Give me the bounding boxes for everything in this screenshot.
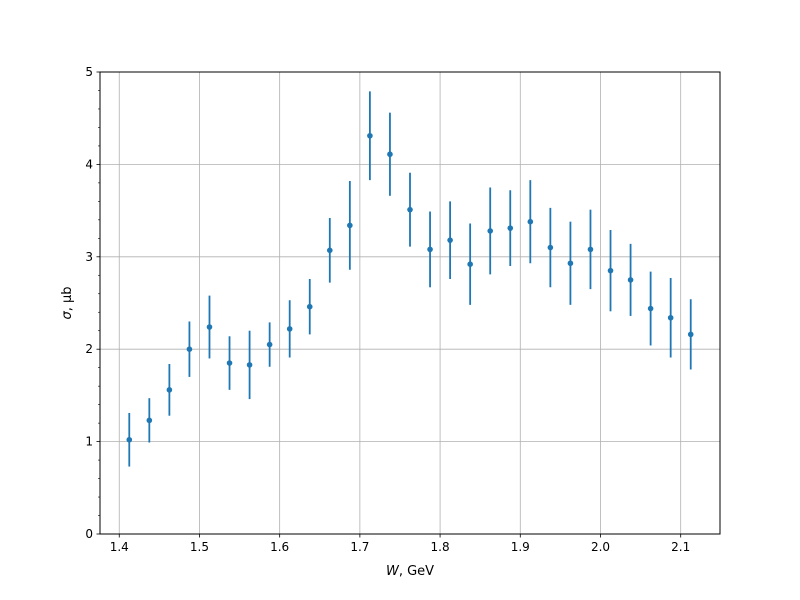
data-point: [587, 246, 594, 253]
data-point: [286, 326, 293, 332]
data-point: [146, 417, 153, 424]
x-tick-label: 1.6: [270, 540, 289, 554]
data-point: [607, 267, 614, 274]
data-point: [687, 331, 694, 338]
data-point: [487, 228, 494, 234]
axes: 1.4 1.5 1.6 1.7 1.8 1.9 2.0 2.1 0 1 2 3 4 5: [85, 65, 690, 554]
data-point: [226, 360, 233, 366]
data-point: [246, 362, 253, 368]
x-tick-label: 1.5: [190, 540, 209, 554]
data-point: [367, 132, 373, 139]
data-point: [507, 225, 514, 231]
data-point: [306, 303, 313, 310]
data-point: [547, 244, 554, 251]
data-point: [347, 222, 353, 229]
x-tick-label: 1.4: [110, 540, 129, 554]
data-point: [326, 247, 333, 254]
data-point: [527, 218, 534, 225]
y-tick-label: 3: [85, 250, 93, 264]
data-series: [126, 91, 694, 467]
plot-frame: [99, 71, 721, 535]
data-point: [206, 324, 213, 330]
y-axis-label: σ, μb: [60, 286, 75, 319]
x-tick-label: 1.9: [511, 540, 530, 554]
y-tick-label: 0: [85, 527, 93, 541]
y-tick-label: 2: [85, 342, 93, 356]
data-point: [126, 436, 133, 443]
y-tick-label: 1: [85, 435, 93, 449]
data-point: [186, 346, 193, 353]
data-point: [447, 237, 453, 243]
data-point: [166, 387, 173, 393]
data-point: [667, 314, 674, 321]
x-tick-label: 2.0: [591, 540, 610, 554]
x-axis-label: W, GeV: [386, 564, 434, 579]
data-point: [627, 277, 634, 283]
x-tick-label: 2.1: [671, 540, 690, 554]
data-point: [407, 206, 413, 213]
x-tick-label: 1.8: [431, 540, 450, 554]
data-point: [567, 260, 574, 267]
data-point: [266, 341, 273, 348]
data-point: [427, 246, 433, 253]
x-tick-label: 1.7: [350, 540, 369, 554]
data-point: [467, 261, 473, 267]
y-tick-label: 4: [85, 157, 93, 171]
y-tick-label: 5: [85, 65, 93, 79]
data-point: [647, 305, 654, 312]
data-point: [387, 151, 393, 158]
grid: [100, 71, 720, 535]
